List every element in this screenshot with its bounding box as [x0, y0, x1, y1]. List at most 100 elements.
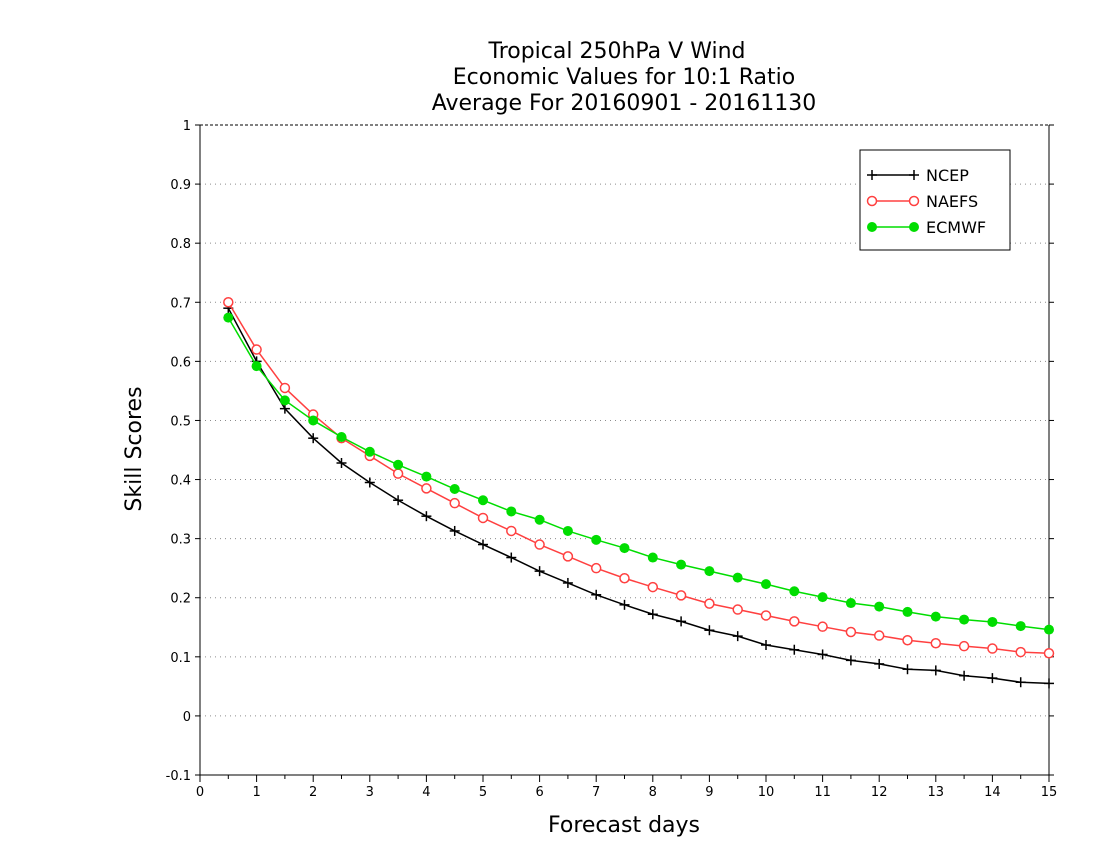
x-tick-label-15: 15: [1041, 785, 1058, 800]
data-point-ecmwf-19: [761, 579, 771, 590]
data-point-ecmwf-4: [336, 432, 347, 442]
data-point-ecmwf-7: [421, 471, 432, 482]
x-tick-label-10: 10: [758, 785, 775, 800]
data-point-ecmwf-17: [704, 566, 715, 577]
data-point-ecmwf-2: [279, 395, 290, 406]
chart-title-line-3: Average For 20160901 - 20161130: [432, 91, 817, 116]
y-tick-label-11: 1: [183, 119, 191, 134]
data-point-ecmwf-18: [732, 572, 743, 583]
data-point-ncep-27: [987, 673, 998, 684]
x-tick-label-6: 6: [535, 785, 543, 800]
data-point-ecmwf-16: [676, 559, 687, 570]
y-tick-label-1: 0: [183, 710, 191, 725]
data-point-naefs-12: [562, 551, 574, 562]
data-point-ecmwf-21: [817, 592, 828, 603]
data-point-ecmwf-28: [1015, 621, 1026, 632]
data-point-ecmwf-15: [647, 552, 658, 563]
data-point-ncep-20: [789, 644, 800, 655]
data-point-naefs-18: [732, 604, 743, 615]
y-tick-label-3: 0.2: [170, 592, 191, 607]
data-point-naefs-2: [279, 382, 291, 394]
data-point-ecmwf-0: [223, 312, 234, 323]
data-point-ecmwf-22: [845, 598, 856, 609]
x-tick-label-1: 1: [252, 785, 260, 800]
legend-marker-naefs-b: [908, 195, 920, 207]
x-tick-label-7: 7: [592, 785, 600, 800]
data-point-ncep-11: [534, 566, 545, 577]
data-point-ecmwf-23: [874, 601, 885, 612]
data-point-ncep-6: [393, 495, 404, 506]
data-point-naefs-14: [619, 572, 630, 584]
y-tick-label-10: 0.9: [170, 178, 191, 193]
data-point-naefs-26: [958, 640, 970, 652]
data-point-ncep-26: [959, 670, 970, 681]
x-tick-label-4: 4: [422, 785, 430, 800]
data-point-ecmwf-14: [619, 543, 630, 554]
data-point-naefs-19: [760, 610, 772, 621]
y-tick-label-7: 0.6: [170, 355, 191, 370]
data-point-ecmwf-6: [393, 459, 404, 470]
data-point-naefs-23: [873, 630, 885, 641]
data-point-naefs-9: [477, 512, 489, 524]
data-point-naefs-27: [987, 643, 998, 654]
data-point-ncep-10: [506, 552, 517, 563]
legend-marker-ecmwf-a: [867, 222, 877, 232]
data-point-ecmwf-25: [930, 611, 941, 622]
axes: -0.100.10.20.30.40.50.60.70.80.910 1 2 3 4 5 6…: [166, 119, 1058, 800]
data-point-naefs-1: [251, 344, 262, 355]
x-tick-label-3: 3: [366, 785, 374, 800]
data-point-naefs-11: [534, 539, 545, 550]
legend-label-ncep: NCEP: [926, 166, 969, 185]
legend-label-naefs: NAEFS: [926, 192, 978, 211]
data-point-ncep-12: [562, 577, 573, 588]
x-tick-label-8: 8: [649, 785, 657, 800]
data-point-naefs-21: [817, 621, 828, 632]
data-point-naefs-22: [845, 626, 857, 638]
x-tick-label-13: 13: [928, 785, 945, 800]
data-point-ncep-18: [732, 631, 743, 642]
data-point-ncep-28: [1015, 677, 1026, 688]
data-point-naefs-16: [675, 590, 687, 601]
data-point-ncep-23: [874, 658, 885, 669]
data-point-ncep-15: [647, 609, 658, 620]
data-point-ncep-29: [1044, 678, 1054, 689]
x-tick-label-11: 11: [814, 785, 831, 800]
data-point-naefs-25: [930, 637, 942, 649]
data-point-ncep-17: [704, 625, 715, 636]
x-tick-label-9: 9: [705, 785, 713, 800]
y-tick-label-6: 0.5: [170, 414, 191, 429]
data-point-ecmwf-5: [364, 446, 375, 457]
data-point-ncep-9: [478, 539, 488, 550]
data-point-ecmwf-27: [987, 616, 998, 627]
data-point-ecmwf-20: [789, 586, 800, 597]
legend: NCEP NAEFS ECMWF: [859, 149, 1011, 251]
y-tick-label-8: 0.7: [170, 296, 191, 311]
y-tick-label-0: -0.1: [166, 769, 191, 784]
legend-marker-naefs-a: [866, 195, 878, 207]
data-point-naefs-7: [421, 483, 432, 494]
data-point-ecmwf-26: [959, 614, 970, 625]
data-point-ncep-25: [930, 665, 941, 676]
data-point-naefs-10: [506, 525, 517, 537]
y-tick-label-9: 0.8: [170, 237, 191, 252]
data-point-naefs-28: [1015, 646, 1026, 658]
data-point-ecmwf-13: [591, 534, 602, 545]
data-point-ncep-8: [449, 525, 460, 536]
data-point-ncep-19: [761, 640, 771, 650]
y-tick-label-5: 0.4: [170, 474, 191, 489]
data-point-ecmwf-3: [308, 415, 319, 426]
data-point-ncep-4: [336, 458, 347, 468]
data-point-naefs-20: [789, 616, 800, 627]
legend-box: [859, 149, 1011, 251]
data-point-naefs-0: [223, 297, 234, 308]
data-point-ecmwf-9: [478, 495, 488, 506]
data-point-naefs-24: [902, 635, 913, 646]
data-point-ncep-14: [619, 599, 630, 610]
chart-title-line-1: Tropical 250hPa V Wind: [487, 39, 745, 64]
x-tick-label-12: 12: [871, 785, 888, 800]
x-tick-label-2: 2: [309, 785, 317, 800]
data-point-ecmwf-24: [902, 606, 913, 617]
data-point-ncep-21: [817, 649, 828, 660]
data-point-ecmwf-29: [1044, 624, 1054, 635]
data-point-ncep-13: [591, 589, 602, 600]
